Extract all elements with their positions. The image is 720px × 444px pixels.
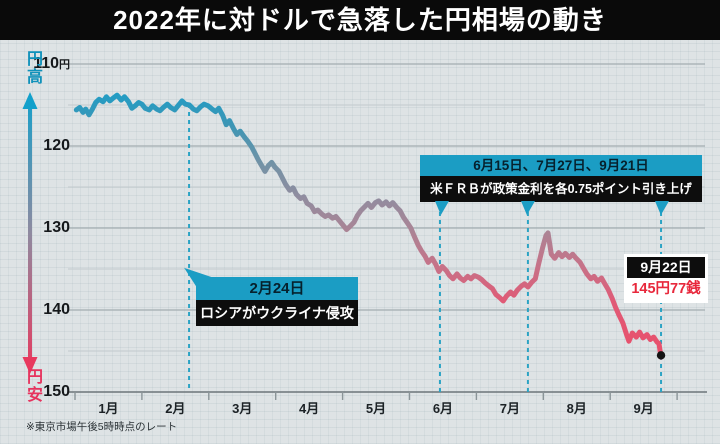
annotation-sep22-value: 145円77銭	[627, 278, 705, 300]
chart-background	[0, 40, 720, 444]
yen-weak-label: 円安	[24, 368, 41, 404]
annotation-sep22: 9月22日 145円77銭	[624, 254, 708, 303]
footnote: ※東京市場午後5時時点のレート	[26, 421, 178, 433]
usd-jpy-rate-line	[73, 92, 664, 360]
annotation-fed: 6月15日、7月27日、9月21日 米ＦＲＢが政策金利を各0.75ポイント引き上…	[420, 155, 702, 215]
yen-strong-label: 円高	[24, 50, 41, 86]
annotation-fed-text: 米ＦＲＢが政策金利を各0.75ポイント引き上げ	[420, 176, 702, 202]
sep22-endpoint-dot	[656, 351, 666, 360]
arrow-down-icon	[22, 357, 38, 374]
annotation-ukraine-text: ロシアがウクライナ侵攻	[196, 300, 358, 326]
page-title: 2022年に対ドルで急落した円相場の動き	[0, 0, 720, 40]
annotation-sep22-date: 9月22日	[627, 257, 705, 278]
annotation-fed-dates: 6月15日、7月27日、9月21日	[420, 155, 702, 176]
arrow-up-icon	[22, 92, 38, 109]
annotation-ukraine: 2月24日 ロシアがウクライナ侵攻	[196, 277, 358, 326]
annotation-ukraine-date: 2月24日	[196, 277, 358, 300]
